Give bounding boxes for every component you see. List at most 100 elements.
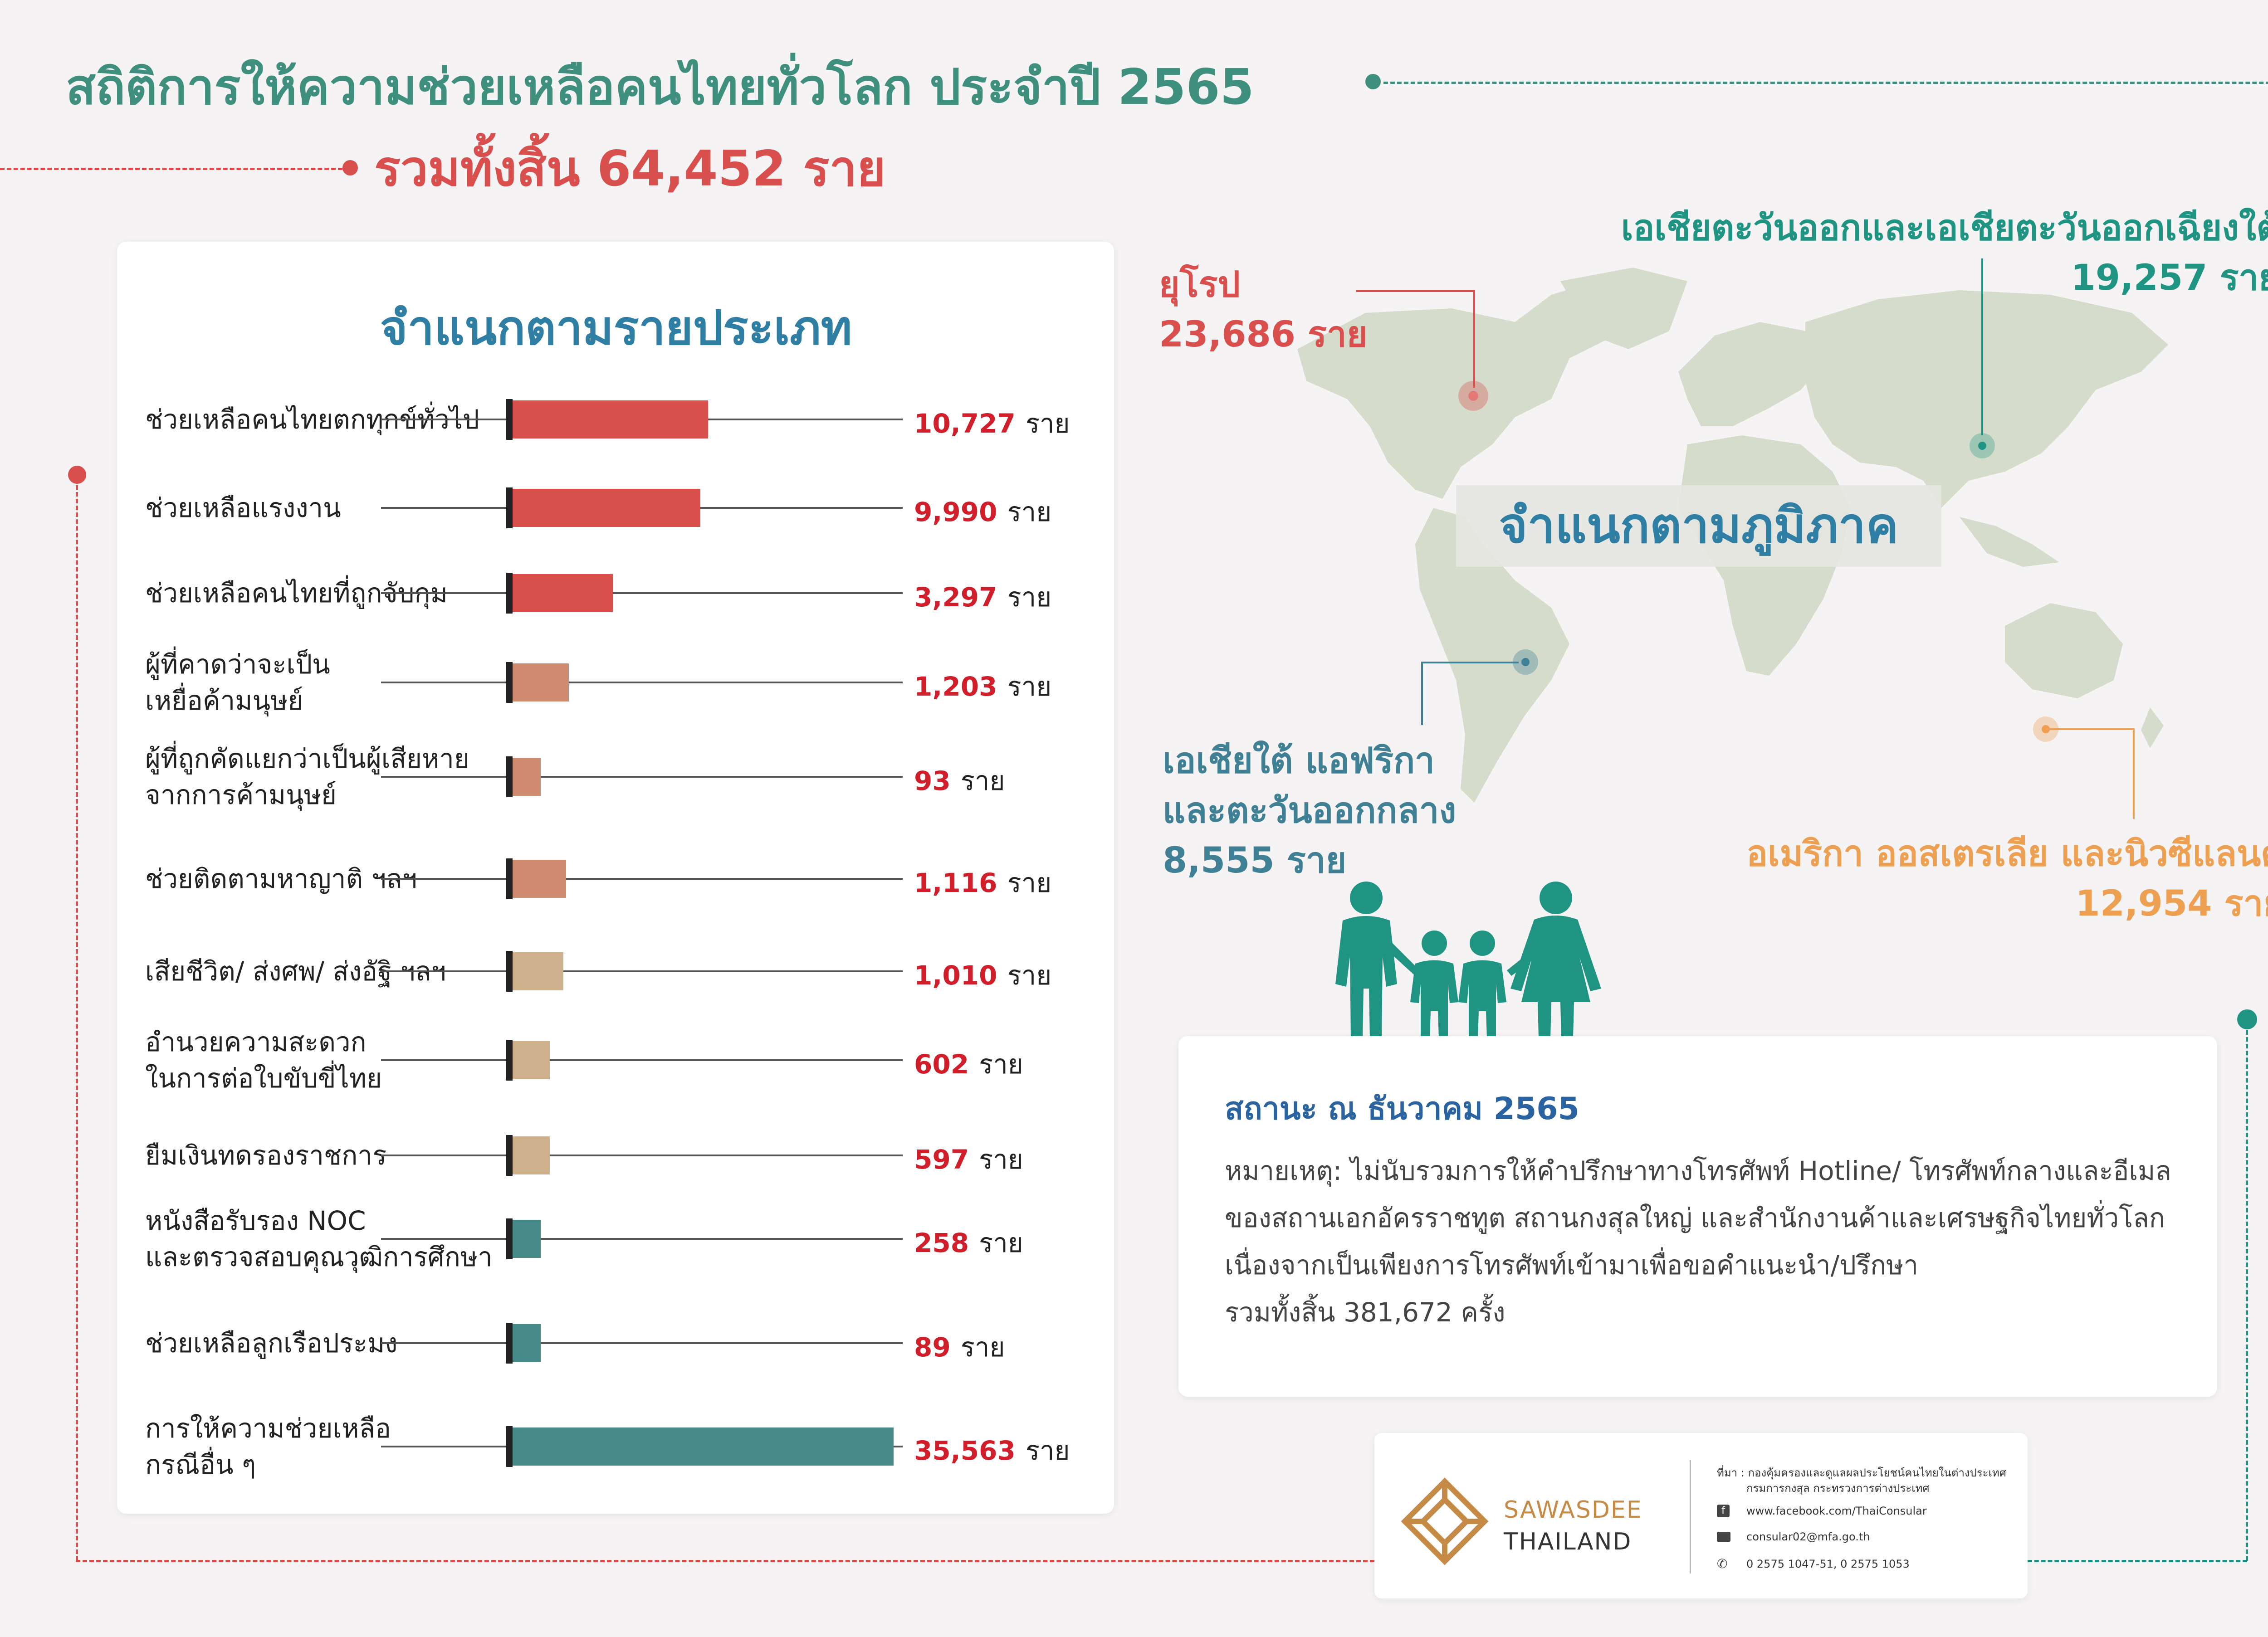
east-asia-marker-core: [1978, 442, 1986, 450]
category-label: การให้ความช่วยเหลือ กรณีอื่น ๆ: [145, 1413, 391, 1480]
category-value-number: 602: [914, 1049, 969, 1080]
category-value-unit: ราย: [1007, 960, 1052, 991]
category-label: ช่วยติดตามหาญาติ ฯลฯ: [145, 863, 417, 894]
category-bar-start: [506, 1426, 513, 1467]
americas-marker-core: [2042, 725, 2050, 733]
facebook-icon: f: [1717, 1505, 1730, 1517]
category-bar: [509, 860, 566, 898]
category-track-line: [381, 878, 903, 880]
map-new-zealand: [2141, 707, 2164, 748]
category-value: 597 ราย: [914, 1138, 1023, 1180]
south-asia-value: 8,555 ราย: [1163, 840, 1347, 881]
email-link[interactable]: consular02@mfa.go.th: [1746, 1530, 1870, 1543]
frame-line-left: [76, 485, 78, 1561]
category-bar: [509, 663, 569, 702]
category-value-unit: ราย: [979, 1049, 1023, 1080]
category-value-unit: ราย: [1007, 582, 1052, 613]
category-label: ช่วยเหลือแรงงาน: [145, 492, 341, 523]
category-value-number: 93: [914, 765, 951, 796]
map-australia: [2005, 603, 2123, 698]
europe-marker-core: [1468, 391, 1478, 401]
footer-divider: [1690, 1460, 1691, 1574]
category-bar-start: [506, 1040, 513, 1081]
category-bar-start: [506, 573, 513, 614]
americas-connector: [2133, 728, 2135, 819]
category-value: 258 ราย: [914, 1222, 1023, 1264]
europe-value: 23,686 ราย: [1159, 314, 1368, 355]
frame-line-bottom-left: [76, 1560, 1374, 1562]
europe-connector: [1473, 290, 1475, 388]
category-bar: [509, 574, 613, 612]
family-icon: [1335, 882, 1601, 1038]
category-title: จำแนกตามรายประเภท: [380, 300, 852, 356]
category-value-unit: ราย: [960, 765, 1005, 796]
category-value: 10,727 ราย: [914, 402, 1070, 444]
frame-dot-right: [2237, 1009, 2257, 1029]
category-bar-start: [506, 1218, 513, 1259]
footer-card: [1374, 1433, 2028, 1598]
facebook-link[interactable]: www.facebook.com/ThaiConsular: [1746, 1505, 1927, 1517]
category-value-number: 3,297: [914, 582, 997, 613]
category-track-line: [381, 776, 903, 778]
category-bar: [509, 400, 708, 438]
category-label: หนังสือรับรอง NOC และตรวจสอบคุณวุฒิการศึ…: [145, 1205, 493, 1272]
sawasdee-logo-icon: [1401, 1477, 1489, 1565]
category-value-number: 597: [914, 1144, 969, 1175]
category-card: [117, 242, 1114, 1514]
category-value-unit: ราย: [1007, 867, 1052, 898]
category-track-line: [381, 682, 903, 683]
subtitle-dot: [342, 160, 358, 175]
subtitle-dotted-line: [0, 168, 342, 170]
page-title: สถิติการให้ความช่วยเหลือคนไทยทั่วโลก ประ…: [66, 59, 1254, 116]
category-value-unit: ราย: [1007, 671, 1052, 702]
category-value: 1,010 ราย: [914, 954, 1051, 996]
category-track-line: [381, 1238, 903, 1240]
category-label: ยืมเงินทดรองราชการ: [145, 1140, 387, 1171]
category-bar-start: [506, 487, 513, 528]
title-dotted-line: [1383, 82, 2268, 84]
category-bar-start: [506, 1135, 513, 1176]
map-se-asia: [1960, 517, 2059, 567]
category-value-number: 10,727: [914, 408, 1016, 439]
east-asia-value: 19,257 ราย: [2071, 258, 2268, 298]
phone-number: 0 2575 1047-51, 0 2575 1053: [1746, 1558, 1910, 1570]
category-value-number: 1,116: [914, 867, 997, 898]
category-bar: [509, 1324, 541, 1362]
status-title: สถานะ ณ ธันวาคม 2565: [1225, 1091, 1579, 1127]
category-value: 602 ราย: [914, 1043, 1023, 1085]
map-north-america: [1297, 281, 1651, 499]
email-icon: [1717, 1532, 1730, 1542]
category-track-line: [381, 1342, 903, 1344]
south-asia-marker-core: [1521, 658, 1530, 666]
category-value-unit: ราย: [1025, 1435, 1070, 1466]
east-asia-connector: [1981, 258, 1983, 435]
category-value-unit: ราย: [1007, 497, 1052, 527]
category-track-line: [381, 1059, 903, 1061]
category-value-number: 1,010: [914, 960, 997, 991]
category-value-number: 9,990: [914, 497, 997, 527]
category-value-number: 35,563: [914, 1435, 1016, 1466]
americas-value: 12,954 ราย: [2075, 883, 2268, 924]
category-value-unit: ราย: [979, 1228, 1023, 1258]
category-value: 89 ราย: [914, 1326, 1005, 1368]
category-bar-start: [506, 662, 513, 703]
title-dot: [1365, 74, 1381, 89]
category-value-number: 1,203: [914, 671, 997, 702]
category-value: 1,203 ราย: [914, 665, 1051, 707]
category-bar: [509, 1136, 550, 1174]
frame-line-right: [2246, 1030, 2248, 1561]
map-south-america: [1415, 508, 1569, 803]
category-value: 93 ราย: [914, 760, 1005, 802]
category-bar: [509, 1428, 894, 1466]
south-asia-connector-h: [1421, 662, 1519, 663]
category-value: 9,990 ราย: [914, 491, 1051, 533]
category-bar: [509, 758, 541, 796]
category-track-line: [381, 970, 903, 972]
category-bar: [509, 1041, 550, 1079]
source-line1: ที่มา : กองคุ้มครองและดูแลผลประโยชน์คนไท…: [1717, 1466, 2006, 1479]
category-label: ช่วยเหลือลูกเรือประมง: [145, 1328, 398, 1359]
status-note: หมายเหตุ: ไม่นับรวมการให้คำปรึกษาทางโทรศ…: [1225, 1155, 2171, 1328]
europe-connector-h: [1356, 290, 1475, 292]
category-value-unit: ราย: [979, 1144, 1023, 1175]
category-bar: [509, 489, 700, 527]
